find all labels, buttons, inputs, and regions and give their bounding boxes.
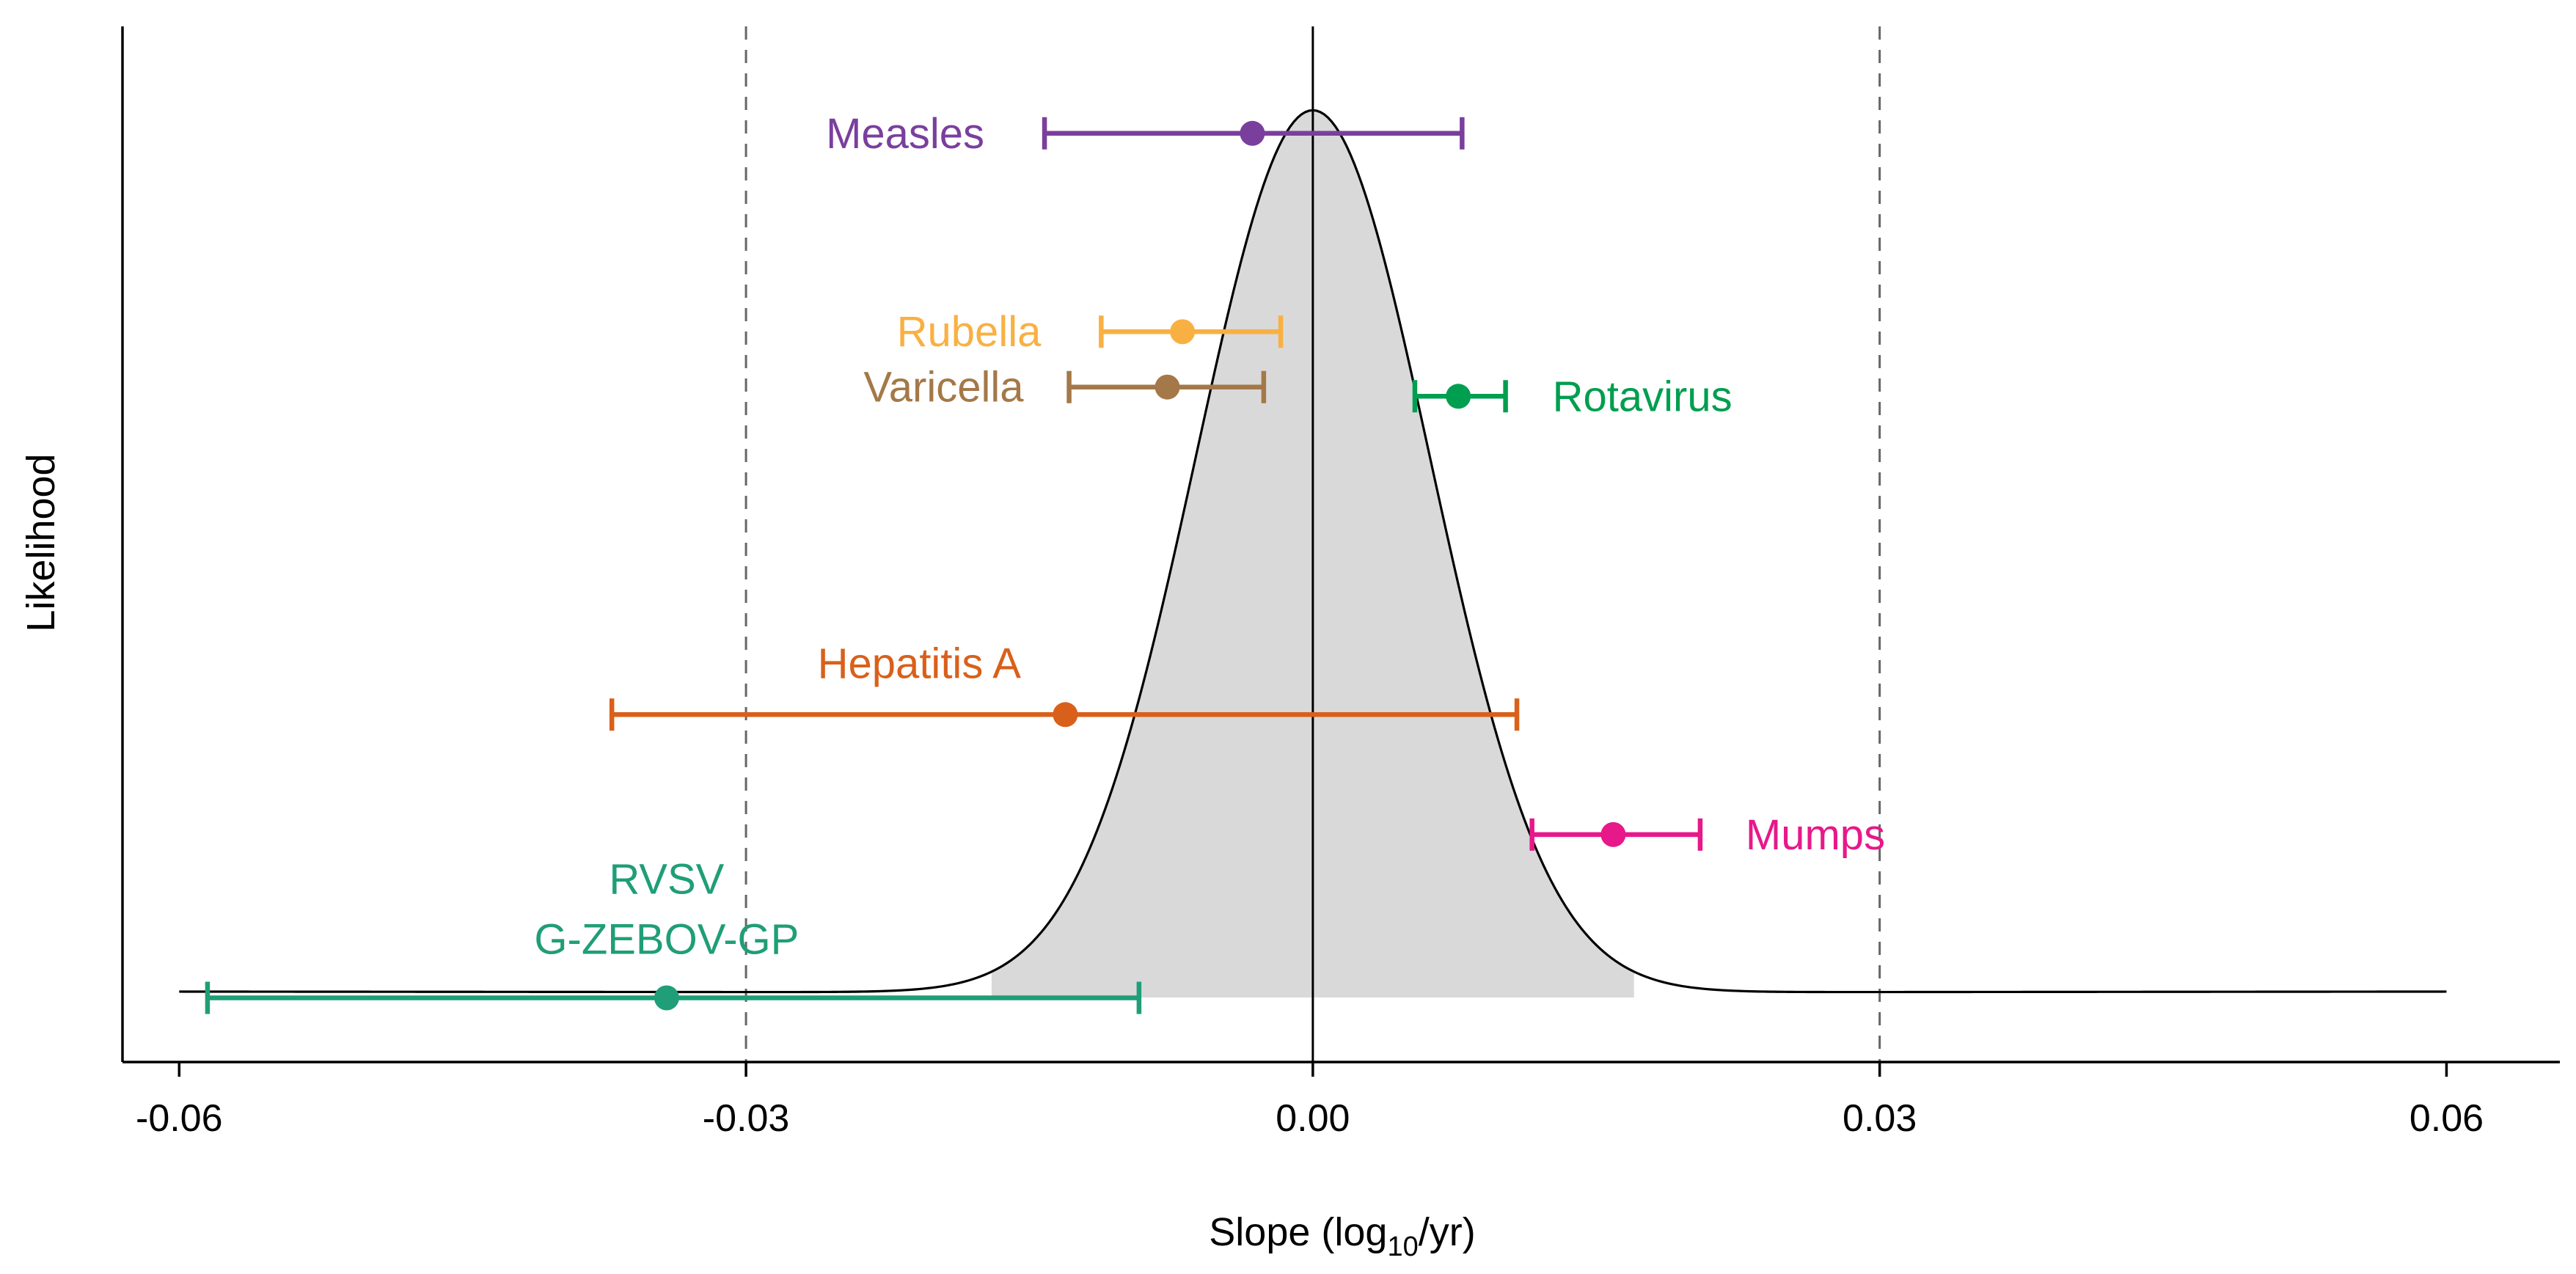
- series-layer: Measles Rubella Varicella Rotavirus Hepatiti…: [205, 110, 1885, 1014]
- series-label: G-ZEBOV-GP: [534, 916, 799, 964]
- density-curve-layer: [179, 109, 2447, 994]
- data-point: [1600, 821, 1626, 847]
- series-rubella: Rubella: [897, 308, 1284, 356]
- series-label: Measles: [826, 110, 984, 158]
- x-tick-label: -0.06: [136, 1097, 223, 1140]
- data-point: [1053, 702, 1078, 728]
- series-mumps: Mumps: [1529, 811, 1885, 859]
- series-label: Varicella: [863, 364, 1024, 411]
- data-point: [654, 985, 679, 1011]
- axes: -0.06 -0.03 0.00 0.03 0.06: [121, 26, 2560, 1140]
- x-tick-label: 0.00: [1276, 1097, 1350, 1140]
- series-label: Rotavirus: [1553, 373, 1732, 420]
- y-axis-label: Likelihood: [19, 453, 63, 631]
- data-point: [1170, 319, 1196, 345]
- series-hepatitis-a: Hepatitis A: [609, 640, 1520, 731]
- series-varicella: Varicella: [863, 364, 1267, 411]
- series-measles: Measles: [826, 110, 1465, 158]
- series-rotavirus: Rotavirus: [1412, 373, 1732, 420]
- x-tick-label: 0.03: [1843, 1097, 1917, 1140]
- series-label: Mumps: [1746, 811, 1885, 859]
- reference-lines: [744, 26, 1881, 1062]
- x-axis-label: Slope (log10/yr): [1209, 1210, 1475, 1262]
- series-label: RVSV: [609, 856, 724, 904]
- series-label: Hepatitis A: [818, 640, 1022, 687]
- axis-labels: Likelihood Slope (log10/yr): [19, 453, 1476, 1262]
- x-tick-label: 0.06: [2409, 1097, 2484, 1140]
- data-point: [1240, 120, 1265, 146]
- data-point: [1155, 374, 1180, 400]
- x-tick-label: -0.03: [703, 1097, 790, 1140]
- density-curve: [179, 109, 2447, 994]
- series-label: Rubella: [897, 308, 1042, 356]
- series-rvsv-g-zebov-gp: RVSV G-ZEBOV-GP: [205, 856, 1142, 1014]
- data-point: [1446, 384, 1471, 409]
